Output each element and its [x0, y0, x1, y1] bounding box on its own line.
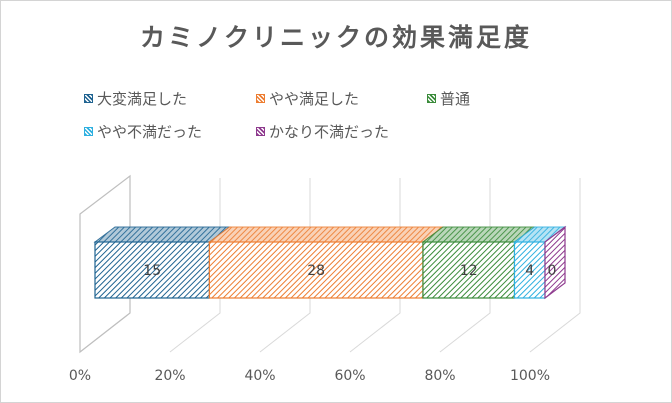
- legend-swatch: [256, 126, 265, 136]
- x-tick-label: 80%: [424, 368, 455, 384]
- legend-label: やや満足した: [269, 89, 360, 108]
- gridline: [169, 178, 221, 353]
- legend-swatch: [84, 126, 93, 136]
- legend-item-somewhat-dissatisfied: やや不満だった: [84, 122, 203, 141]
- legend-item-neutral: 普通: [427, 89, 471, 108]
- data-label: 0: [548, 263, 557, 279]
- bar-segment: [512, 226, 567, 299]
- x-tick-label: 40%: [244, 368, 275, 384]
- legend-swatch: [84, 93, 93, 103]
- legend-item-very-satisfied: 大変満足した: [84, 89, 188, 108]
- gridline: [439, 178, 491, 353]
- x-tick-label: 100%: [510, 368, 550, 384]
- gridline: [349, 178, 401, 353]
- data-label: 15: [143, 263, 161, 279]
- bar-segment: [421, 226, 536, 299]
- legend-label: かなり不満だった: [269, 122, 390, 141]
- legend-label: やや不満だった: [97, 122, 203, 141]
- x-tick-label: 60%: [334, 368, 365, 384]
- legend-swatch: [256, 93, 265, 103]
- data-label: 12: [460, 263, 478, 279]
- chart-title: カミノクリニックの効果満足度: [139, 23, 532, 52]
- legend-label: 大変満足した: [97, 89, 188, 108]
- side-wall: [79, 174, 131, 354]
- x-tick-label: 20%: [154, 368, 185, 384]
- gridline: [529, 178, 581, 353]
- bar-segment: [207, 226, 445, 299]
- legend-item-very-dissatisfied: かなり不満だった: [256, 122, 390, 141]
- legend-swatch: [427, 93, 436, 103]
- data-label: 28: [307, 263, 325, 279]
- x-tick-label: 0%: [69, 368, 91, 384]
- gridline: [259, 178, 311, 353]
- legend-item-somewhat-satisfied: やや満足した: [256, 89, 360, 108]
- bar-segment: [544, 225, 566, 300]
- legend-label: 普通: [440, 89, 471, 108]
- data-label: 4: [525, 263, 534, 279]
